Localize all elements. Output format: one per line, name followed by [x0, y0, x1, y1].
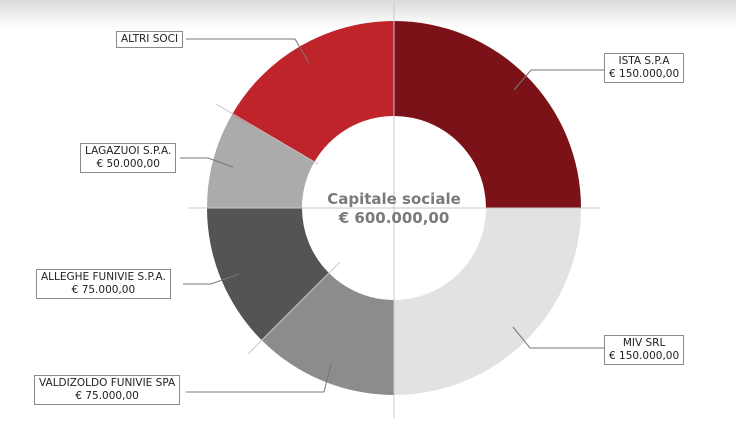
slice-miv [394, 208, 581, 395]
leader-line-ista [513, 69, 604, 91]
guide-line [215, 103, 319, 165]
slice-label-name: MIV SRL [622, 337, 666, 349]
slice-label-name: ALTRI SOCI [121, 33, 179, 45]
slice-ista [394, 21, 581, 208]
slice-label-value: € 75.000,00 [71, 284, 136, 296]
center-label-title: Capitale sociale [327, 190, 461, 208]
slice-label-value: € 150.000,00 [609, 68, 680, 80]
slice-label-value: € 75.000,00 [75, 390, 139, 402]
slice-alleghe [207, 208, 329, 341]
slice-label-value: € 50.000,00 [96, 158, 160, 170]
slice-label-miv: MIV SRL € 150.000,00 [604, 335, 685, 365]
leader-line-miv [512, 326, 604, 349]
slice-label-name: ALLEGHE FUNIVIE S.P.A. [41, 271, 166, 283]
slice-label-lagazuoi: LAGAZUOI S.P.A. € 50.000,00 [80, 143, 177, 173]
leader-line-lagazuoi [180, 157, 234, 168]
leader-line-alleghe [183, 273, 240, 285]
slice-label-alleghe: ALLEGHE FUNIVIE S.P.A. € 75.000,00 [36, 269, 171, 299]
slice-label-value: € 150.000,00 [609, 350, 680, 362]
leader-line-valdizoldo [186, 363, 332, 393]
center-label: Capitale sociale € 600.000,00 [294, 190, 494, 228]
slice-altri-soci [232, 21, 394, 162]
slice-label-name: LAGAZUOI S.P.A. [85, 145, 172, 157]
leader-line-altri-soci [186, 38, 310, 64]
slice-label-valdizoldo: VALDIZOLDO FUNIVIE SPA € 75.000,00 [34, 375, 181, 405]
guide-line [247, 261, 341, 355]
slice-label-ista: ISTA S.P.A € 150.000,00 [604, 53, 685, 83]
slice-label-name: VALDIZOLDO FUNIVIE SPA [39, 377, 176, 389]
slice-label-name: ISTA S.P.A [618, 55, 670, 67]
center-label-value: € 600.000,00 [338, 209, 450, 227]
slice-valdizoldo [261, 273, 394, 395]
slice-label-altri-soci: ALTRI SOCI [116, 31, 184, 48]
slice-lagazuoi [207, 114, 315, 208]
